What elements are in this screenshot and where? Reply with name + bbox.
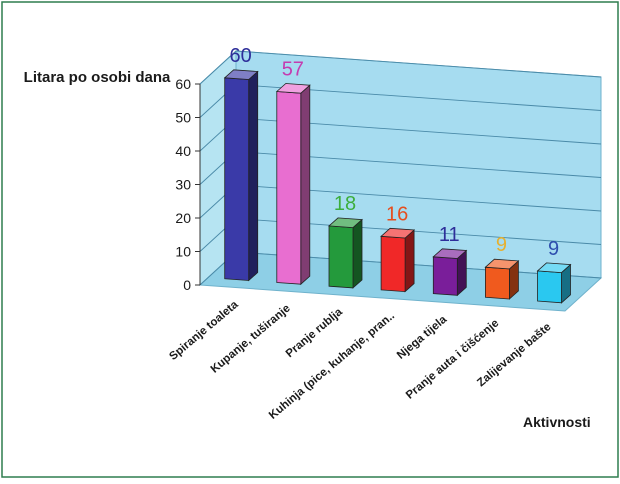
- bar-top: [380, 227, 416, 239]
- y-tick-label: 0: [183, 277, 191, 293]
- bar: [275, 83, 311, 286]
- bar-side: [300, 84, 311, 286]
- bar-side: [248, 70, 259, 282]
- data-labels: 60 57 18 16 11 9 9: [230, 45, 560, 260]
- bar-top: [328, 217, 363, 229]
- bar-front: [328, 225, 354, 289]
- bar: [223, 69, 259, 282]
- bar-front: [484, 266, 510, 300]
- bar-side: [352, 218, 363, 289]
- data-label: 9: [496, 234, 507, 256]
- bar-front: [432, 256, 458, 296]
- y-tick-label: 10: [175, 244, 191, 260]
- data-label: 60: [230, 45, 252, 67]
- data-label: 57: [282, 59, 304, 81]
- bar-front: [380, 235, 406, 293]
- y-tick-label: 30: [175, 177, 191, 193]
- y-tick-label: 20: [175, 210, 191, 226]
- bar: [432, 248, 468, 297]
- x-axis-label: Aktivnosti: [523, 414, 591, 430]
- bar: [328, 217, 363, 289]
- x-tick-label: Kuhinja (pice, kuhanje, pran..: [267, 310, 397, 422]
- y-tick-label: 60: [175, 76, 191, 92]
- y-axis-label: Litara po osobi dana: [23, 69, 171, 86]
- bar: [536, 262, 572, 304]
- bar: [380, 227, 416, 293]
- bar-front: [537, 270, 562, 304]
- bar: [484, 258, 520, 300]
- data-label: 16: [386, 203, 408, 225]
- x-tick-label: Njega tijela: [395, 313, 450, 362]
- chart-bars: [223, 69, 572, 304]
- bar-top: [223, 69, 259, 80]
- y-tick-label: 40: [175, 143, 191, 159]
- x-tick-label: Pranje rublja: [284, 306, 346, 360]
- y-tick-label: 50: [175, 110, 191, 126]
- data-label: 11: [439, 224, 460, 246]
- bar-front: [276, 91, 302, 285]
- bar-side: [404, 229, 415, 293]
- bar-front: [224, 77, 250, 281]
- data-label: 18: [334, 193, 356, 215]
- y-axis-ticks: 0 10 20 30 40 50 60: [175, 76, 201, 293]
- x-tick-label: Pranje auta i čišćenje: [404, 317, 501, 401]
- bar-top: [275, 83, 311, 94]
- bar-top: [484, 258, 520, 270]
- bar-top: [536, 262, 572, 274]
- gridline: [199, 50, 602, 85]
- data-label: 9: [548, 238, 559, 260]
- bar-top: [432, 248, 468, 259]
